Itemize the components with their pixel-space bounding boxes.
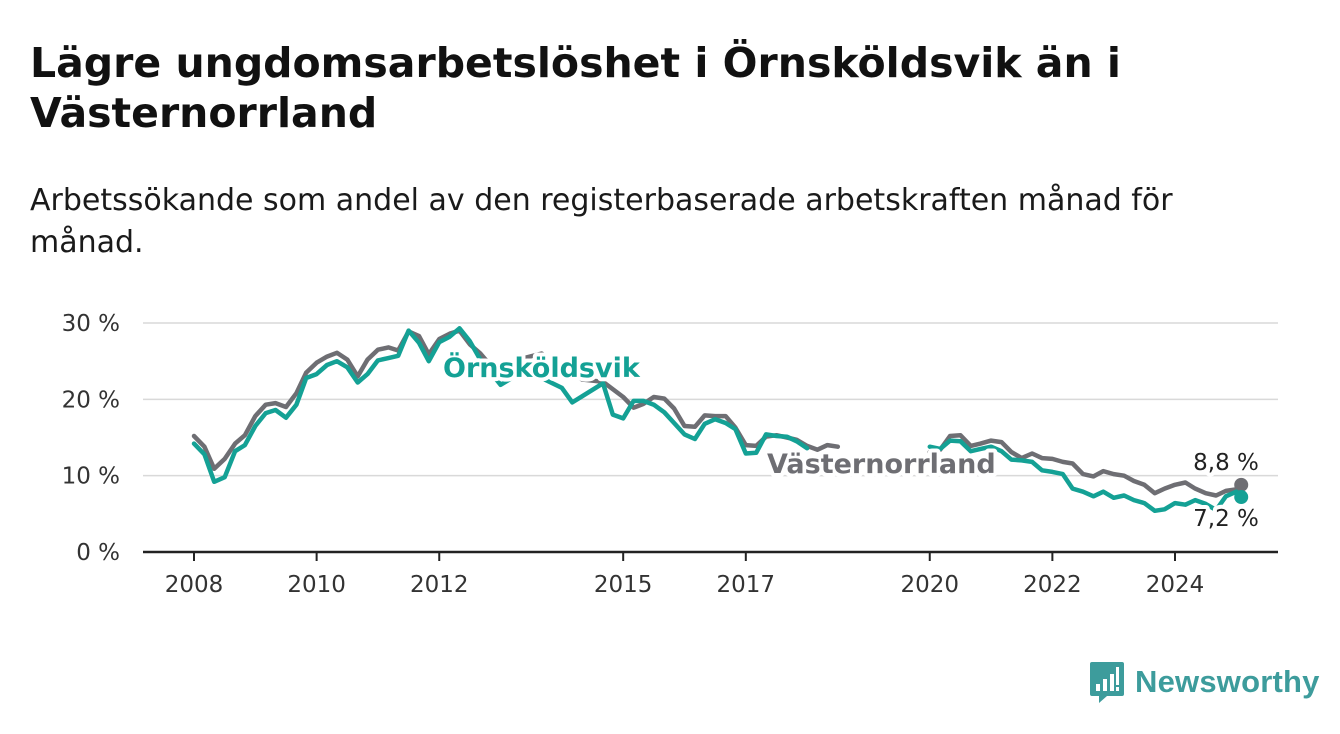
- end-point-marker: [1234, 490, 1249, 505]
- end-label-ornskoldsvik-halo: 7,2 %: [1193, 506, 1259, 532]
- y-tick-label: 10 %: [62, 464, 120, 490]
- brand-logo[interactable]: Newsworthy: [1089, 660, 1320, 704]
- y-tick-label: 0 %: [76, 540, 120, 566]
- chart-title: Lägre ungdomsarbetslöshet i Örnsköldsvik…: [30, 39, 1121, 137]
- x-tick-label: 2015: [594, 572, 653, 598]
- series-label-vasternorrland-text: Västernorrland: [767, 449, 996, 480]
- gridlines: [143, 322, 1278, 477]
- series-label-ornskoldsvik-text: Örnsköldsvik: [443, 351, 641, 384]
- series-lines: [191, 326, 1249, 514]
- x-tick-label: 2010: [287, 572, 346, 598]
- x-tick-label: 2020: [900, 572, 959, 598]
- x-tick-label: 2022: [1023, 572, 1082, 598]
- series-line-ornskoldsvik: [191, 326, 810, 485]
- end-label-ornskoldsvik-text: 7,2 %: [1193, 506, 1259, 532]
- x-tick-label: 2024: [1146, 572, 1205, 598]
- x-tick-label: 2008: [165, 572, 224, 598]
- end-label-vasternorrland-text: 8,8 %: [1193, 450, 1259, 476]
- y-axis-ticks: 0 % 10 % 20 % 30 %: [62, 311, 120, 566]
- end-label-vasternorrland: 8,8 %8,8 %: [1189, 446, 1263, 480]
- y-tick-label: 20 %: [62, 387, 120, 413]
- brand-name: Newsworthy: [1135, 664, 1320, 699]
- end-label-vasternorrland-halo: 8,8 %: [1193, 450, 1259, 476]
- series-line-vasternorrland: [191, 328, 841, 472]
- y-tick-label: 30 %: [62, 311, 120, 337]
- newsworthy-logo-icon: [1090, 662, 1124, 703]
- x-tick-label: 2017: [717, 572, 776, 598]
- end-point-marker: [1234, 477, 1249, 492]
- series-label-vasternorrland-halo: Västernorrland: [767, 449, 996, 480]
- series-line-vasternorrland: [927, 432, 1244, 498]
- series-label-ornskoldsvik-halo: Örnsköldsvik: [443, 351, 641, 384]
- chart-subtitle: Arbetssökande som andel av den registerb…: [30, 183, 1173, 260]
- x-tick-label: 2012: [410, 572, 469, 598]
- end-label-ornskoldsvik: 7,2 %7,2 %: [1189, 502, 1263, 536]
- series-line-ornskoldsvik: [927, 438, 1244, 514]
- x-axis: 2008 2010 2012 2015 2017 2020 2022 2024: [143, 550, 1278, 598]
